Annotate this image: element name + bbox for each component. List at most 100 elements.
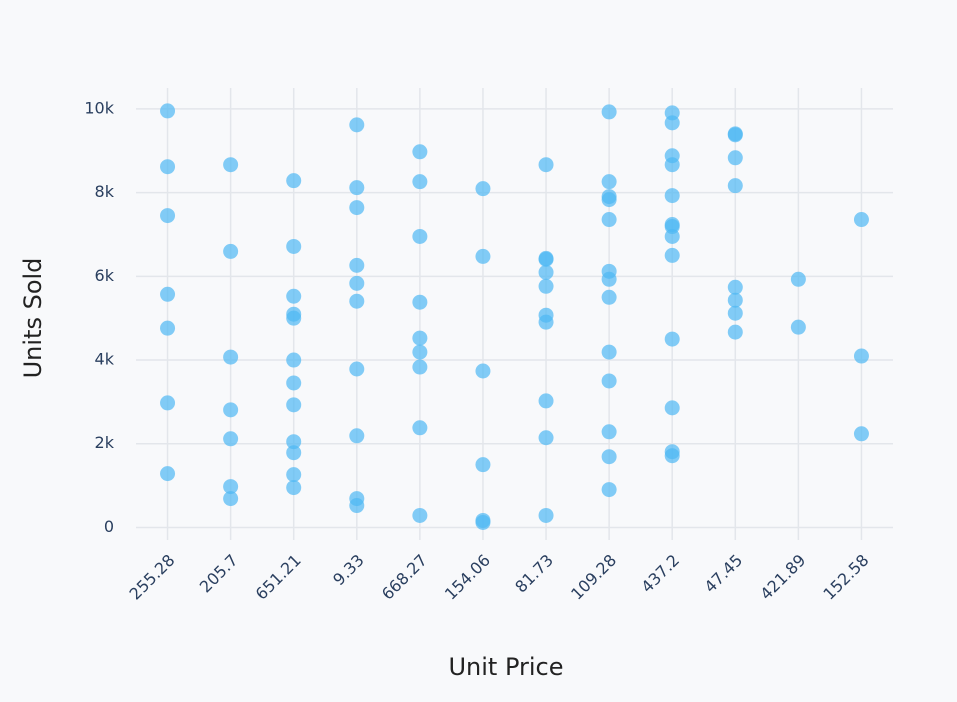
point [601,271,617,287]
point [538,278,554,294]
point [223,431,239,447]
point [223,243,239,259]
point [853,212,869,228]
point [286,434,302,450]
point [349,428,365,444]
point [286,480,302,496]
point [412,330,428,346]
x-tick-label: 437.2 [637,551,683,597]
point [286,288,302,304]
point [160,103,176,119]
x-tick-label: 255.28 [126,551,179,604]
point [664,400,680,416]
point [223,491,239,507]
x-tick-label: 651.21 [252,551,305,604]
point [601,174,617,190]
point [601,424,617,440]
point [664,448,680,464]
point [853,348,869,364]
x-tick-label: 47.45 [700,551,746,597]
point [664,115,680,131]
point [349,257,365,273]
point [223,402,239,418]
x-tick-label: 9.33 [329,551,368,590]
point [160,286,176,302]
point [601,482,617,498]
point [538,507,554,523]
point [349,361,365,377]
point [475,457,491,473]
x-tick-label: 109.28 [567,551,620,604]
point [412,228,428,244]
point [286,467,302,483]
point [160,395,176,411]
point [349,498,365,514]
point [601,192,617,208]
point [223,349,239,365]
x-tick-label: 152.58 [819,551,872,604]
point [412,344,428,360]
point [475,248,491,264]
point [160,466,176,482]
point [727,150,743,166]
point [727,292,743,308]
point [412,507,428,523]
x-tick-label: 421.89 [756,551,809,604]
point [664,157,680,173]
point [412,420,428,436]
point [349,180,365,196]
point [286,375,302,391]
point [790,271,806,287]
point [475,181,491,197]
point [223,157,239,173]
point [286,173,302,189]
point [160,208,176,224]
point [223,479,239,495]
x-axis-title: Unit Price [448,653,563,681]
point [727,305,743,321]
point [349,293,365,309]
point [538,251,554,267]
point [601,212,617,228]
point [601,449,617,465]
point [412,144,428,160]
point [601,373,617,389]
point [664,228,680,244]
y-tick-label: 10k [84,98,114,117]
point [349,200,365,216]
point [664,188,680,204]
point [853,426,869,442]
point [349,117,365,133]
point [286,352,302,368]
x-tick-label: 154.06 [441,551,494,604]
point [538,157,554,173]
point [664,247,680,263]
point [538,393,554,409]
point [475,514,491,530]
point [790,319,806,335]
point [601,289,617,305]
x-tick-label: 81.73 [511,551,557,597]
point [727,178,743,194]
y-tick-label: 8k [95,182,115,201]
point [160,159,176,175]
point [727,324,743,340]
point [349,275,365,291]
point [160,320,176,336]
point [538,314,554,330]
point [286,397,302,413]
point [538,264,554,280]
point [412,359,428,375]
point [412,294,428,310]
y-axis-title: Units Sold [19,258,47,379]
y-tick-label: 2k [95,433,115,452]
point [286,238,302,254]
x-tick-label: 668.27 [378,551,431,604]
point [601,344,617,360]
point [286,445,302,461]
point [475,363,491,379]
x-tick-label: 205.7 [196,551,242,597]
point [412,174,428,190]
y-tick-label: 0 [104,517,114,536]
